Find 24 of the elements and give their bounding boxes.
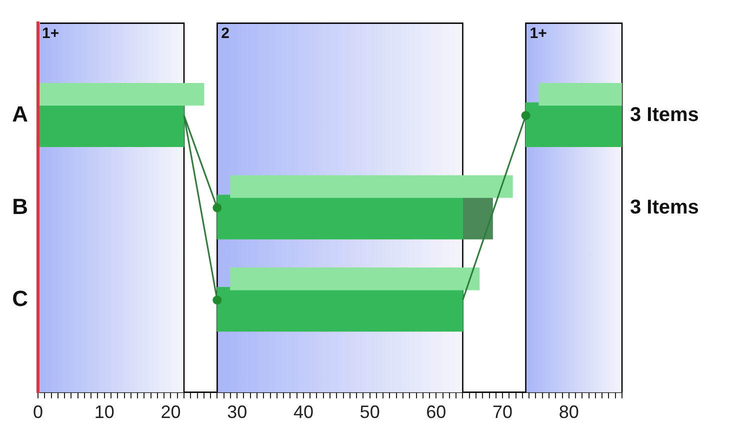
y-tick-label: A bbox=[12, 102, 28, 127]
band-label: 2 bbox=[221, 24, 230, 42]
band-label: 1+ bbox=[530, 24, 548, 42]
band-label: 1+ bbox=[42, 24, 60, 42]
x-tick-label: 40 bbox=[293, 402, 314, 422]
bar bbox=[38, 82, 204, 106]
x-tick-label: 0 bbox=[32, 402, 44, 422]
x-tick-label: 10 bbox=[94, 402, 114, 422]
bar bbox=[216, 287, 464, 332]
y-tick-label: C bbox=[12, 286, 28, 312]
bar bbox=[230, 175, 513, 198]
text: 3 Items bbox=[630, 196, 699, 218]
x-tick-label: 50 bbox=[360, 402, 380, 422]
bar bbox=[216, 194, 464, 240]
bar bbox=[538, 82, 622, 106]
y-tick-label: B bbox=[12, 194, 28, 219]
x-tick-label: 80 bbox=[558, 402, 579, 422]
bar bbox=[525, 102, 622, 148]
text: 3 Items bbox=[630, 104, 699, 126]
x-tick-label: 30 bbox=[227, 402, 248, 422]
bar bbox=[230, 268, 480, 290]
x-tick-label: 20 bbox=[160, 402, 181, 422]
x-tick-label: 70 bbox=[492, 402, 513, 422]
x-tick-label: 60 bbox=[426, 402, 446, 422]
